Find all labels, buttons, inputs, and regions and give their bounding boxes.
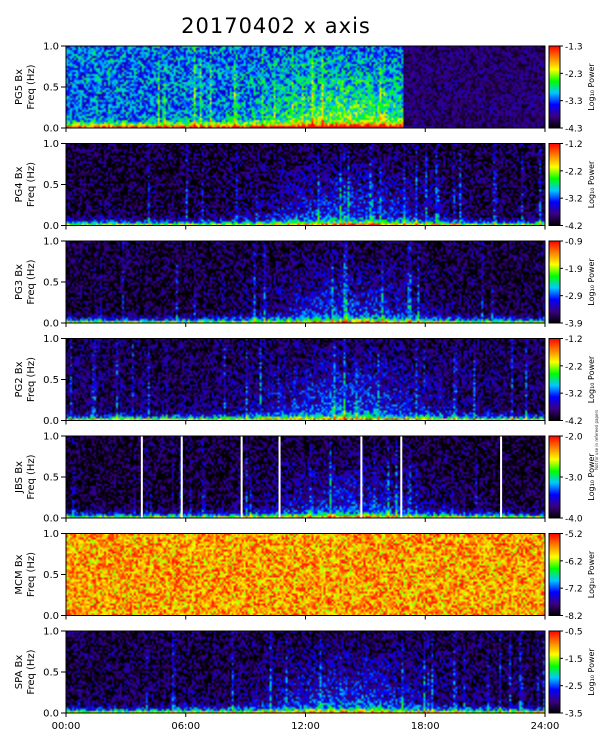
colorbar-label: Log₁₀ Power: [587, 550, 596, 598]
colorbar-tick-label: -2.5: [565, 682, 583, 692]
panel-mcm: 0.0 0.5 1.0 MCM Bx Freq (Hz) -5.2 -6.2 -7.2 -8.2…: [14, 529, 596, 622]
colorbar-label: Log₁₀ Power: [587, 258, 596, 306]
y-tick-label: 1.0: [43, 529, 59, 540]
y-tick-label: 1.0: [43, 432, 59, 443]
colorbar: [548, 435, 561, 519]
y-axis-label: Freq (Hz): [26, 64, 37, 109]
colorbar-tick-label: -1.3: [565, 43, 583, 53]
x-tick-label: 24:00: [531, 721, 560, 732]
colorbar-tick-label: -4.3: [565, 125, 583, 135]
x-tick-label: 06:00: [171, 721, 200, 732]
station-label: MCM Bx: [14, 554, 25, 594]
panel-pg5: 0.0 0.5 1.0 PG5 Bx Freq (Hz) -1.3 -2.3 -3.3 -4.3…: [14, 42, 596, 135]
colorbar-tick-label: -2.3: [565, 70, 583, 80]
y-axis-label: Freq (Hz): [26, 162, 37, 207]
colorbar: [548, 630, 561, 714]
colorbar: [548, 45, 561, 129]
y-tick-label: 1.0: [43, 42, 59, 53]
colorbar-tick-label: -1.2: [565, 140, 583, 150]
y-tick-label: 0.5: [43, 668, 59, 679]
colorbar-tick-label: -7.2: [565, 585, 583, 595]
spectrogram-image: [66, 533, 545, 616]
panel-pg3: 0.0 0.5 1.0 PG3 Bx Freq (Hz) -0.9 -1.9 -2.9 -3.9…: [14, 237, 596, 330]
colorbar: [548, 533, 561, 616]
colorbar-label: Log₁₀ Power: [587, 63, 596, 111]
panel-pg2: 0.0 0.5 1.0 PG2 Bx Freq (Hz) -1.2 -2.2 -3.2 -4.2…: [14, 334, 596, 427]
colorbar-tick-label: -2.9: [565, 292, 583, 302]
side-note: Not for use in refereed papers: [594, 409, 599, 470]
colorbar-label: Log₁₀ Power: [587, 160, 596, 208]
colorbar: [548, 338, 561, 421]
spectrogram-image: [66, 631, 545, 713]
station-label: PG4 Bx: [14, 166, 25, 202]
colorbar-tick-label: -3.0: [565, 474, 583, 484]
panel-jbs: 0.0 0.5 1.0 JBS Bx Freq (Hz) -2.0 -3.0 -4.0 Log₁…: [14, 432, 596, 525]
y-tick-label: 0.5: [43, 570, 59, 581]
station-label: SPA Bx: [14, 655, 25, 690]
colorbar-tick-label: -1.9: [565, 265, 583, 275]
colorbar-tick-label: -4.0: [565, 515, 583, 525]
y-axis-label: Freq (Hz): [26, 552, 37, 597]
colorbar-tick-label: -4.2: [565, 222, 583, 232]
y-tick-label: 1.0: [43, 334, 59, 345]
colorbar-tick-label: -3.5: [565, 710, 583, 720]
station-label: PG2 Bx: [14, 361, 25, 397]
figure-title: 20170402 x axis: [181, 14, 371, 38]
spectrogram-image: [66, 143, 545, 226]
y-tick-label: 0.5: [43, 180, 59, 191]
y-axis-label: Freq (Hz): [26, 454, 37, 499]
colorbar-tick-label: -2.2: [565, 362, 583, 372]
colorbar-label: Log₁₀ Power: [587, 355, 596, 403]
colorbar: [548, 143, 561, 226]
colorbar-tick-label: -3.9: [565, 320, 583, 330]
y-tick-label: 1.0: [43, 627, 59, 638]
panel-spa: 0.0 0.5 1.0 SPA Bx Freq (Hz) -0.5 -1.5 -2.5 -3.5…: [14, 627, 596, 720]
y-tick-label: 1.0: [43, 139, 59, 150]
y-tick-label: 0.5: [43, 278, 59, 289]
colorbar-tick-label: -5.2: [565, 530, 583, 540]
spectrogram-image: [66, 241, 545, 323]
colorbar-label: Log₁₀ Power: [587, 648, 596, 696]
y-axis-label: Freq (Hz): [26, 259, 37, 304]
colorbar-tick-label: -0.5: [565, 628, 583, 638]
y-tick-label: 0.5: [43, 473, 59, 484]
y-axis-label: Freq (Hz): [26, 649, 37, 694]
colorbar-tick-label: -6.2: [565, 557, 583, 567]
y-tick-label: 0.0: [43, 124, 59, 135]
y-tick-label: 0.0: [43, 514, 59, 525]
x-tick-label: 00:00: [52, 721, 81, 732]
colorbar-tick-label: -3.2: [565, 390, 583, 400]
y-tick-label: 0.5: [43, 83, 59, 94]
colorbar-tick-label: -0.9: [565, 238, 583, 248]
station-label: JBS Bx: [14, 461, 25, 494]
spectrogram-image: [66, 46, 545, 128]
station-label: PG3 Bx: [14, 264, 25, 300]
y-tick-label: 0.0: [43, 416, 59, 427]
x-tick-label: 12:00: [291, 721, 320, 732]
y-tick-label: 0.0: [43, 611, 59, 622]
colorbar-tick-label: -2.0: [565, 433, 583, 443]
y-axis-label: Freq (Hz): [26, 357, 37, 402]
y-tick-label: 0.0: [43, 709, 59, 720]
spectrogram-image: [66, 436, 545, 518]
y-tick-label: 0.5: [43, 375, 59, 386]
y-tick-label: 0.0: [43, 221, 59, 232]
colorbar-tick-label: -8.2: [565, 612, 583, 622]
colorbar: [548, 240, 561, 324]
colorbar-tick-label: -1.2: [565, 335, 583, 345]
station-label: PG5 Bx: [14, 69, 25, 105]
y-tick-label: 0.0: [43, 319, 59, 330]
colorbar-label: Log₁₀ Power: [587, 453, 596, 501]
colorbar-tick-label: -1.5: [565, 655, 583, 665]
colorbar-tick-label: -3.3: [565, 97, 583, 107]
panel-pg4: 0.0 0.5 1.0 PG4 Bx Freq (Hz) -1.2 -2.2 -3.2 -4.2…: [14, 139, 596, 232]
spectrogram-image: [66, 338, 545, 421]
colorbar-tick-label: -4.2: [565, 417, 583, 427]
x-tick-label: 18:00: [411, 721, 440, 732]
colorbar-tick-label: -2.2: [565, 167, 583, 177]
y-tick-label: 1.0: [43, 237, 59, 248]
colorbar-tick-label: -3.2: [565, 195, 583, 205]
